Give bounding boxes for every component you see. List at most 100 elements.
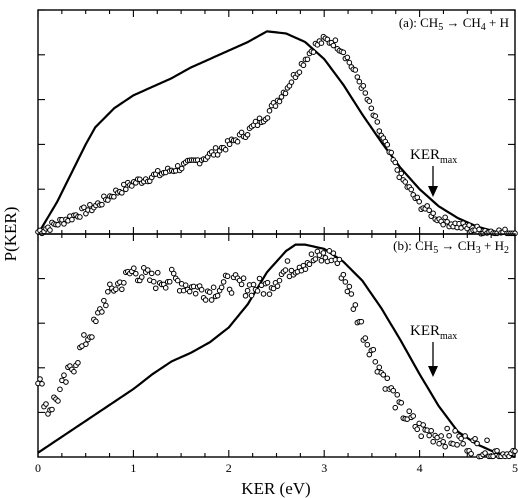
- data-point: [148, 270, 155, 277]
- data-point: [346, 283, 353, 290]
- data-point: [174, 163, 181, 169]
- data-point: [276, 98, 283, 105]
- data-point: [144, 267, 151, 273]
- data-point: [276, 277, 283, 284]
- data-point: [418, 433, 425, 440]
- data-point: [270, 285, 277, 292]
- data-point: [454, 442, 460, 448]
- data-point: [460, 440, 466, 447]
- data-point: [178, 165, 185, 172]
- data-point: [75, 359, 81, 366]
- data-point: [121, 280, 127, 286]
- panel-a-ker-max-label: KERmax: [410, 147, 457, 166]
- data-point: [302, 266, 309, 272]
- data-point: [152, 285, 159, 292]
- data-point: [81, 204, 87, 211]
- data-point: [63, 379, 69, 385]
- data-point: [77, 214, 83, 220]
- data-point: [474, 440, 480, 447]
- data-point: [300, 62, 307, 69]
- data-point: [47, 227, 53, 233]
- data-point: [244, 131, 251, 138]
- data-point: [482, 450, 488, 456]
- panel-b-ticks: [37, 233, 516, 457]
- data-point: [166, 278, 173, 285]
- data-point: [264, 279, 271, 286]
- data-point: [49, 406, 55, 413]
- panel-b-ker-max-marker: KERmax: [410, 323, 457, 377]
- data-point: [440, 221, 446, 228]
- data-point: [444, 218, 450, 225]
- data-point: [312, 256, 319, 262]
- data-point: [111, 193, 117, 200]
- data-point: [81, 332, 87, 338]
- data-point: [154, 167, 161, 174]
- data-point: [420, 422, 426, 428]
- data-point: [352, 67, 359, 73]
- panel-b-model-curve: [37, 243, 516, 459]
- data-point: [224, 273, 231, 280]
- data-point: [218, 284, 225, 291]
- data-point: [69, 216, 75, 223]
- data-point: [310, 49, 317, 55]
- data-point: [131, 265, 137, 272]
- data-point: [226, 141, 233, 148]
- data-point: [348, 291, 355, 297]
- data-point: [244, 287, 251, 294]
- data-point: [362, 90, 369, 96]
- panel-b-ker-max-label: KERmax: [410, 323, 457, 342]
- data-point: [87, 201, 93, 208]
- data-point: [346, 59, 353, 66]
- data-point: [222, 146, 229, 153]
- data-point: [468, 450, 474, 457]
- x-tick-label: 3: [321, 461, 327, 475]
- data-point: [55, 221, 61, 228]
- data-point: [476, 226, 482, 233]
- data-point: [119, 190, 125, 196]
- data-point: [274, 283, 281, 289]
- data-point: [93, 318, 99, 325]
- data-point: [105, 288, 111, 295]
- data-point: [39, 381, 45, 387]
- data-point: [234, 138, 241, 145]
- data-point: [132, 270, 139, 277]
- data-point: [384, 141, 391, 148]
- data-point: [344, 288, 351, 295]
- panel-b-label: (b): CH5 → CH3 + H2: [393, 238, 509, 256]
- data-point: [113, 286, 119, 293]
- data-point: [138, 274, 145, 280]
- data-point: [330, 42, 337, 49]
- data-point: [352, 302, 359, 308]
- data-point: [356, 78, 363, 85]
- data-point: [336, 256, 343, 263]
- data-point: [278, 94, 285, 100]
- data-point: [340, 271, 347, 278]
- panel-b: (b): CH5 → CH3 + H2 KERmax: [35, 233, 518, 460]
- data-point: [398, 399, 405, 406]
- x-axis-label: KER (eV): [241, 479, 310, 498]
- panel-a-ticks: [37, 9, 516, 234]
- data-point: [344, 54, 351, 61]
- data-point: [390, 387, 397, 394]
- data-point: [320, 250, 327, 256]
- data-point: [416, 198, 423, 205]
- data-point: [368, 105, 375, 112]
- data-point: [444, 425, 450, 432]
- data-point: [362, 335, 369, 341]
- data-point: [256, 275, 263, 282]
- data-point: [394, 392, 401, 398]
- x-tick-label: 1: [130, 461, 136, 475]
- data-point: [228, 290, 235, 296]
- data-point: [264, 115, 271, 121]
- data-point: [326, 248, 333, 254]
- data-point: [208, 297, 215, 303]
- data-point: [304, 56, 311, 63]
- data-point: [494, 447, 500, 454]
- data-point: [206, 289, 213, 295]
- data-point: [332, 37, 339, 44]
- data-point: [458, 435, 464, 442]
- data-point: [398, 170, 405, 177]
- data-point: [410, 413, 417, 419]
- data-point: [484, 437, 490, 444]
- data-point: [210, 284, 217, 291]
